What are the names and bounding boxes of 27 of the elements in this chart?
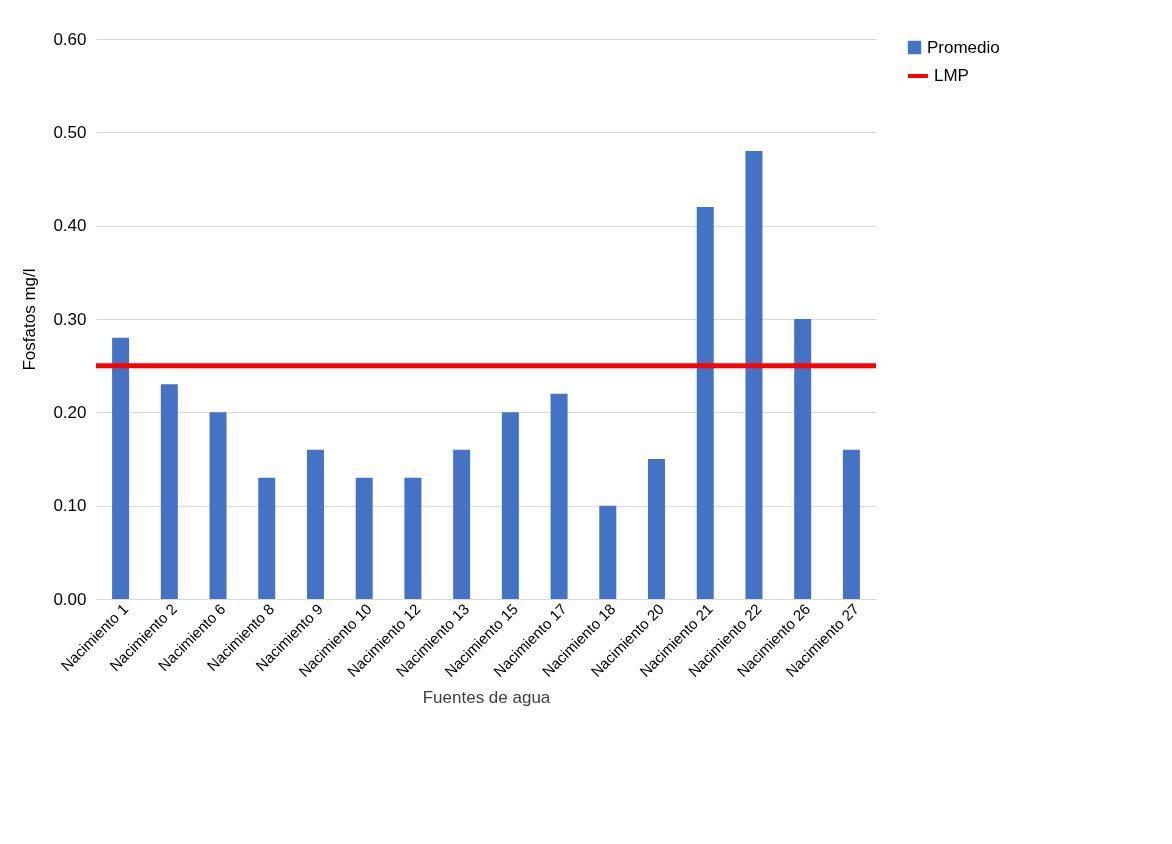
bar	[842, 449, 860, 599]
bar	[696, 207, 714, 599]
legend-label: LMP	[934, 66, 969, 85]
y-axis-title: Fosfatos mg/l	[20, 268, 40, 371]
bar	[648, 459, 666, 599]
x-axis-title: Fuentes de agua	[422, 687, 551, 707]
bar	[209, 412, 227, 599]
y-tick-label: 0.40	[53, 216, 87, 236]
bar	[501, 412, 519, 599]
legend-label: Promedio	[927, 37, 1000, 57]
y-tick-label: 0.10	[53, 496, 87, 516]
bar	[112, 337, 130, 599]
bar	[404, 477, 422, 599]
bar	[599, 505, 617, 599]
y-tick-label: 0.00	[53, 589, 87, 609]
y-tick-label: 0.50	[53, 122, 87, 142]
y-tick-label: 0.30	[53, 309, 87, 329]
bar	[794, 319, 812, 599]
bar	[745, 151, 763, 599]
bar	[258, 477, 276, 599]
bar	[355, 477, 373, 599]
bar	[453, 449, 471, 599]
bar	[550, 393, 568, 599]
y-tick-label: 0.60	[53, 29, 87, 49]
bar	[160, 384, 178, 599]
bar	[306, 449, 324, 599]
y-tick-label: 0.20	[53, 402, 87, 422]
